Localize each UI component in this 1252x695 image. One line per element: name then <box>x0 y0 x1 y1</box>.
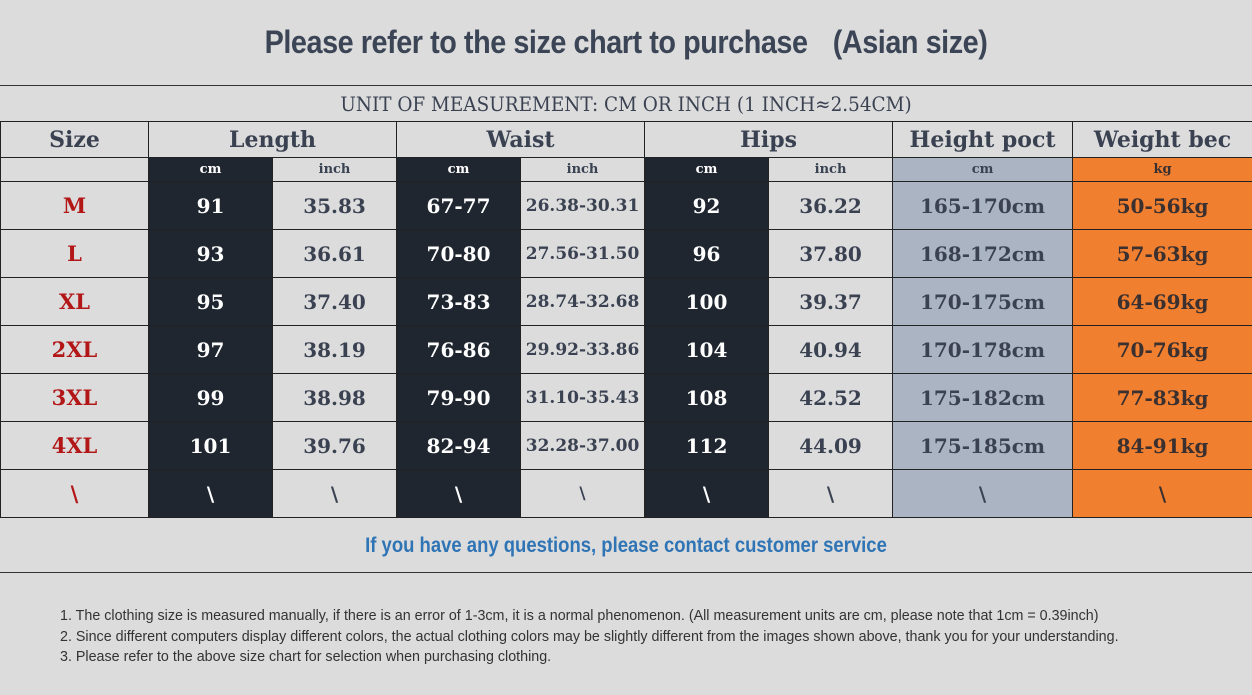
cell-size: \ <box>0 469 149 518</box>
subheader-unit: inch <box>271 157 398 182</box>
page-title: Please refer to the size chart to purcha… <box>63 0 1190 85</box>
cell-length-cm: 97 <box>148 325 273 374</box>
cell-hips-inch: 40.94 <box>768 325 894 374</box>
cell-hips-inch: \ <box>768 469 894 518</box>
cell-hips-inch: 37.80 <box>768 229 894 278</box>
cell-size: XL <box>0 277 149 326</box>
cell-waist-inch: 32.28-37.00 <box>520 421 646 470</box>
note-item: 3. Please refer to the above size chart … <box>60 649 552 665</box>
header-weight: Weight bec <box>1072 121 1252 158</box>
unit-note: UNIT OF MEASUREMENT: CM OR INCH (1 INCH≈… <box>340 91 912 116</box>
cell-weight-kg: 50-56kg <box>1072 181 1252 230</box>
subheader-unit: cm <box>892 157 1074 182</box>
cell-hips-cm: 96 <box>644 229 770 278</box>
cell-hips-inch: 42.52 <box>768 373 894 422</box>
table-row: 3XL 99 38.98 79-90 31.10-35.43 108 42.52 175-18… <box>0 373 1252 422</box>
cell-waist-cm: \ <box>396 469 522 518</box>
cell-waist-cm: 79-90 <box>396 373 522 422</box>
header-length: Length <box>147 121 398 158</box>
header-size: Size <box>0 121 149 158</box>
cell-length-cm: 91 <box>148 181 273 230</box>
cell-height-cm: 175-185cm <box>892 421 1074 470</box>
cell-waist-inch: 28.74-32.68 <box>520 277 646 326</box>
cell-length-inch: 38.19 <box>271 325 398 374</box>
contact-note: If you have any questions, please contac… <box>365 534 887 557</box>
cell-hips-cm: 112 <box>644 421 770 470</box>
cell-waist-cm: 67-77 <box>396 181 522 230</box>
table-row: L 93 36.61 70-80 27.56-31.50 96 37.80 168-172cm… <box>0 229 1252 278</box>
cell-size: M <box>0 181 149 230</box>
cell-waist-inch: 27.56-31.50 <box>520 229 646 278</box>
header-hips: Hips <box>644 121 894 158</box>
note-item: 1. The clothing size is measured manuall… <box>60 608 1099 624</box>
cell-weight-kg: 77-83kg <box>1072 373 1252 422</box>
cell-length-inch: 35.83 <box>271 181 398 230</box>
cell-length-inch: 39.76 <box>271 421 398 470</box>
cell-length-cm: 101 <box>148 421 273 470</box>
notes: 1. The clothing size is measured manuall… <box>60 606 1119 668</box>
cell-length-cm: 93 <box>148 229 273 278</box>
cell-waist-cm: 73-83 <box>396 277 522 326</box>
cell-size: L <box>0 229 149 278</box>
cell-hips-inch: 39.37 <box>768 277 894 326</box>
cell-waist-inch: 31.10-35.43 <box>520 373 646 422</box>
cell-waist-inch: 29.92-33.86 <box>520 325 646 374</box>
cell-weight-kg: \ <box>1072 469 1252 518</box>
size-table: Size Length Waist Hips Height poct Weigh… <box>0 121 1252 518</box>
table-row: XL 95 37.40 73-83 28.74-32.68 100 39.37 170-175… <box>0 277 1252 326</box>
cell-waist-cm: 76-86 <box>396 325 522 374</box>
header-height: Height poct <box>892 121 1074 158</box>
header-row: Size Length Waist Hips Height poct Weigh… <box>0 121 1252 158</box>
title-sub: (Asian size) <box>832 24 988 60</box>
cell-hips-inch: 44.09 <box>768 421 894 470</box>
cell-size: 3XL <box>0 373 149 422</box>
table-row: M 91 35.83 67-77 26.38-30.31 92 36.22 165-170cm… <box>0 181 1252 230</box>
cell-length-cm: 95 <box>148 277 273 326</box>
cell-weight-kg: 84-91kg <box>1072 421 1252 470</box>
note-item: 2. Since different computers display dif… <box>60 628 1119 645</box>
cell-waist-cm: 82-94 <box>396 421 522 470</box>
cell-waist-inch: \ <box>520 469 646 518</box>
cell-length-inch: 37.40 <box>271 277 398 326</box>
subheader-unit: inch <box>768 157 894 182</box>
divider <box>0 572 1252 573</box>
divider <box>0 85 1252 86</box>
cell-height-cm: 170-178cm <box>892 325 1074 374</box>
subheader-row: cm inch cm inch cm inch cm kg <box>0 157 1252 182</box>
cell-hips-cm: 108 <box>644 373 770 422</box>
cell-weight-kg: 64-69kg <box>1072 277 1252 326</box>
cell-weight-kg: 70-76kg <box>1072 325 1252 374</box>
cell-weight-kg: 57-63kg <box>1072 229 1252 278</box>
cell-height-cm: 175-182cm <box>892 373 1074 422</box>
cell-height-cm: \ <box>892 469 1074 518</box>
table-row: 2XL 97 38.19 76-86 29.92-33.86 104 40.94 170-17… <box>0 325 1252 374</box>
cell-hips-cm: 104 <box>644 325 770 374</box>
cell-size: 2XL <box>0 325 149 374</box>
cell-height-cm: 168-172cm <box>892 229 1074 278</box>
cell-length-inch: \ <box>271 469 398 518</box>
subheader-unit: inch <box>520 157 646 182</box>
cell-length-cm: \ <box>148 469 273 518</box>
subheader-unit: cm <box>396 157 522 182</box>
cell-length-inch: 36.61 <box>271 229 398 278</box>
subheader-blank <box>0 157 149 182</box>
cell-height-cm: 170-175cm <box>892 277 1074 326</box>
subheader-unit: kg <box>1072 157 1252 182</box>
cell-waist-cm: 70-80 <box>396 229 522 278</box>
cell-length-cm: 99 <box>148 373 273 422</box>
cell-hips-inch: 36.22 <box>768 181 894 230</box>
table-row: \ \ \ \ \ \ \ \ \ <box>0 469 1252 518</box>
cell-height-cm: 165-170cm <box>892 181 1074 230</box>
subheader-unit: cm <box>644 157 770 182</box>
cell-size: 4XL <box>0 421 149 470</box>
cell-hips-cm: \ <box>644 469 770 518</box>
cell-hips-cm: 100 <box>644 277 770 326</box>
table-row: 4XL 101 39.76 82-94 32.28-37.00 112 44.09 175-1… <box>0 421 1252 470</box>
title-main: Please refer to the size chart to purcha… <box>264 24 808 60</box>
header-waist: Waist <box>396 121 646 158</box>
subheader-unit: cm <box>148 157 273 182</box>
cell-waist-inch: 26.38-30.31 <box>520 181 646 230</box>
cell-hips-cm: 92 <box>644 181 770 230</box>
cell-length-inch: 38.98 <box>271 373 398 422</box>
